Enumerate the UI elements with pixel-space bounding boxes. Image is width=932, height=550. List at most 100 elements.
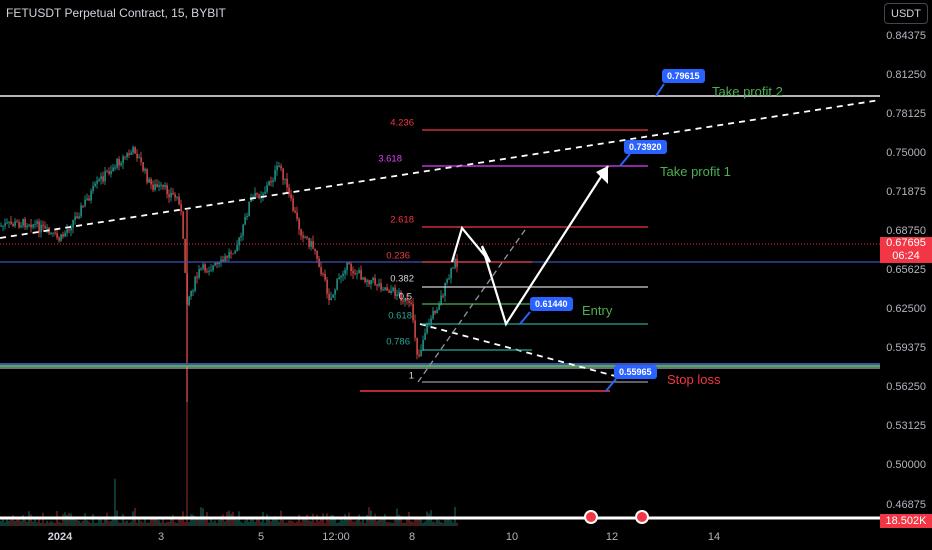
volume-bar [296, 521, 298, 526]
volume-bar [22, 515, 24, 526]
candle-body [200, 268, 202, 270]
volume-bar [388, 522, 390, 526]
candle-body [44, 226, 46, 229]
candle-body [124, 156, 126, 158]
candle-body [280, 165, 282, 169]
currency-button[interactable]: USDT [884, 3, 928, 24]
volume-bar [234, 519, 236, 526]
candle-body [360, 270, 362, 280]
volume-bar [16, 519, 18, 526]
candle-body [68, 229, 70, 231]
volume-bar [416, 517, 418, 526]
price-tick: 0.84375 [886, 30, 926, 42]
price-chart[interactable] [0, 0, 880, 550]
candle-body [432, 310, 434, 319]
volume-bar [256, 518, 258, 526]
us-flag-event-icon[interactable] [584, 510, 598, 524]
volume-bar [164, 522, 166, 526]
volume-bar [194, 516, 196, 526]
candle-body [152, 184, 154, 190]
volume-bar [34, 518, 36, 526]
volume-bar [276, 517, 278, 526]
candle-body [270, 181, 272, 183]
volume-bar [334, 519, 336, 526]
candle-body [438, 304, 440, 310]
price-tick: 0.56250 [886, 381, 926, 393]
candle-body [254, 193, 256, 197]
candle-body [272, 180, 274, 183]
candle-body [404, 298, 406, 302]
candle-body [40, 224, 42, 233]
candle-body [394, 287, 396, 297]
volume-bar [82, 520, 84, 526]
volume-bar [188, 522, 190, 526]
candle-body [216, 262, 218, 265]
candle-body [190, 290, 192, 297]
volume-bar [124, 521, 126, 526]
candle-body [128, 153, 130, 155]
candle-body [76, 216, 78, 219]
candle-body [208, 271, 210, 273]
price-tick: 0.68750 [886, 225, 926, 237]
take-profit-1-callout[interactable]: 0.73920 [624, 140, 667, 154]
volume-bar [378, 519, 380, 526]
candle-body [342, 273, 344, 277]
projection-path[interactable] [450, 165, 609, 327]
candle-body [80, 205, 82, 217]
volume-bar [236, 519, 238, 526]
stop-loss-note[interactable]: Stop loss [667, 372, 721, 387]
volume-bar [338, 522, 340, 526]
candle-body [94, 183, 96, 187]
volume-bar [260, 521, 262, 526]
candle-body [314, 248, 316, 252]
candle-body [106, 171, 108, 173]
volume-bar [204, 515, 206, 526]
volume-bar [282, 519, 284, 526]
volume-bar [126, 520, 128, 526]
volume-bar [162, 518, 164, 526]
candle-body [378, 283, 380, 286]
candle-body [172, 192, 174, 195]
stop-loss-callout[interactable]: 0.55965 [614, 365, 657, 379]
volume-bar [78, 520, 80, 526]
volume-bar [168, 521, 170, 526]
take-profit-2-callout[interactable]: 0.79615 [662, 69, 705, 83]
candle-body [6, 222, 8, 224]
volume-bar [452, 522, 454, 526]
chart-title: FETUSDT Perpetual Contract, 15, BYBIT [6, 6, 226, 20]
volume-bar [178, 518, 180, 526]
volume-bar [174, 522, 176, 526]
candle-body [148, 179, 150, 183]
arrow-head-icon [596, 166, 608, 184]
volume-bar [242, 522, 244, 526]
candle-body [78, 216, 80, 219]
us-flag-event-icon[interactable] [635, 510, 649, 524]
candle-body [232, 253, 234, 255]
fib-extension[interactable] [360, 129, 648, 392]
time-tick: 12 [605, 531, 619, 543]
volume-bar [428, 513, 430, 526]
take-profit-1-note[interactable]: Take profit 1 [660, 164, 731, 179]
candle-body [212, 265, 214, 271]
volume-bar [0, 521, 2, 526]
candle-body [298, 218, 300, 230]
volume-bar [196, 519, 198, 526]
fib-label: 3.618 [378, 153, 402, 165]
price-axis[interactable]: 0.84375 0.81250 0.78125 0.75000 0.71875 … [880, 0, 932, 550]
candle-body [90, 191, 92, 201]
entry-note[interactable]: Entry [582, 303, 613, 318]
volume-bar [114, 478, 116, 526]
take-profit-2-note[interactable]: Take profit 2 [712, 84, 783, 99]
candle-body [408, 300, 410, 303]
volume-bar [326, 513, 328, 526]
volume-bar [140, 521, 142, 526]
callout-pointer [655, 83, 665, 97]
entry-callout[interactable]: 0.61440 [530, 297, 573, 311]
price-tick: 0.71875 [886, 186, 926, 198]
trend-line[interactable] [0, 99, 880, 239]
candle-body [402, 300, 404, 302]
volume-bar [320, 516, 322, 526]
volume-bar [160, 522, 162, 526]
volume-bar [12, 515, 14, 526]
candle-body [452, 267, 454, 269]
